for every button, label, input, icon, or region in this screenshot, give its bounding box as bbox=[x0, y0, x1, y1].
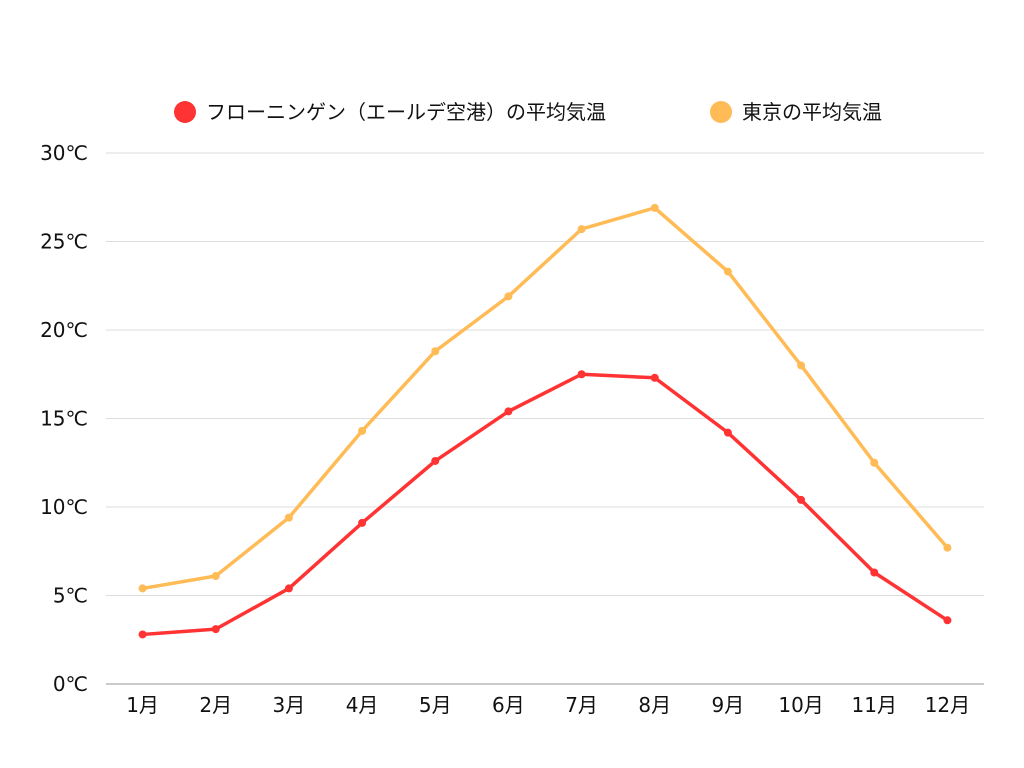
legend-item-1[interactable]: フローニンゲン（エールデ空港）の平均気温 bbox=[174, 100, 606, 124]
data-point bbox=[650, 373, 659, 382]
x-tick-label: 9月 bbox=[712, 693, 745, 717]
legend-label: 東京の平均気温 bbox=[742, 100, 882, 124]
x-tick-label: 10月 bbox=[778, 693, 823, 717]
data-point bbox=[284, 584, 293, 593]
x-tick-label: 4月 bbox=[346, 693, 379, 717]
x-tick-label: 12月 bbox=[925, 693, 970, 717]
series-group bbox=[138, 203, 952, 639]
data-point bbox=[943, 616, 952, 625]
y-tick-label: 20℃ bbox=[40, 318, 88, 342]
data-point bbox=[358, 426, 367, 435]
data-point bbox=[577, 225, 586, 234]
data-point bbox=[943, 543, 952, 552]
data-point bbox=[138, 630, 147, 639]
data-point bbox=[431, 456, 440, 465]
series-1 bbox=[138, 370, 952, 639]
legend-label: フローニンゲン（エールデ空港）の平均気温 bbox=[206, 100, 606, 124]
x-tick-label: 8月 bbox=[638, 693, 671, 717]
legend-marker bbox=[174, 101, 196, 123]
data-point bbox=[870, 568, 879, 577]
grid-lines bbox=[106, 152, 984, 596]
y-tick-label: 30℃ bbox=[40, 141, 88, 165]
x-tick-label: 6月 bbox=[492, 693, 525, 717]
data-point bbox=[431, 347, 440, 356]
x-tick-label: 2月 bbox=[199, 693, 232, 717]
data-point bbox=[211, 572, 220, 581]
data-point bbox=[358, 518, 367, 527]
x-tick-label: 1月 bbox=[126, 693, 159, 717]
series-2 bbox=[138, 203, 952, 593]
x-tick-label: 7月 bbox=[565, 693, 598, 717]
series-line bbox=[140, 206, 950, 591]
y-tick-label: 15℃ bbox=[40, 407, 88, 431]
data-point bbox=[138, 584, 147, 593]
x-tick-label: 3月 bbox=[273, 693, 306, 717]
data-point bbox=[284, 513, 293, 522]
legend-marker bbox=[710, 101, 732, 123]
x-tick-label: 11月 bbox=[852, 693, 897, 717]
x-tick-label: 5月 bbox=[419, 693, 452, 717]
data-point bbox=[797, 361, 806, 370]
legend-item-2[interactable]: 東京の平均気温 bbox=[710, 100, 882, 124]
data-point bbox=[723, 267, 732, 276]
y-axis-ticks: 0℃ 5℃ 10℃ 15℃ 20℃ 25℃ 30℃ bbox=[40, 141, 88, 696]
data-point bbox=[504, 292, 513, 301]
data-point bbox=[723, 428, 732, 437]
data-point bbox=[797, 495, 806, 504]
y-tick-label: 0℃ bbox=[53, 672, 88, 696]
data-point bbox=[870, 458, 879, 467]
data-point bbox=[650, 203, 659, 212]
x-axis-ticks: 1月 2月 3月 4月 5月 6月 7月 8月 9月 10月 11月 12月 bbox=[126, 693, 970, 717]
data-point bbox=[211, 625, 220, 634]
y-tick-label: 5℃ bbox=[53, 584, 88, 608]
data-point bbox=[577, 370, 586, 379]
y-tick-label: 10℃ bbox=[40, 495, 88, 519]
legend: フローニンゲン（エールデ空港）の平均気温 東京の平均気温 bbox=[174, 100, 882, 124]
data-point bbox=[504, 407, 513, 416]
y-tick-label: 25℃ bbox=[40, 230, 88, 254]
series-line bbox=[140, 372, 950, 637]
